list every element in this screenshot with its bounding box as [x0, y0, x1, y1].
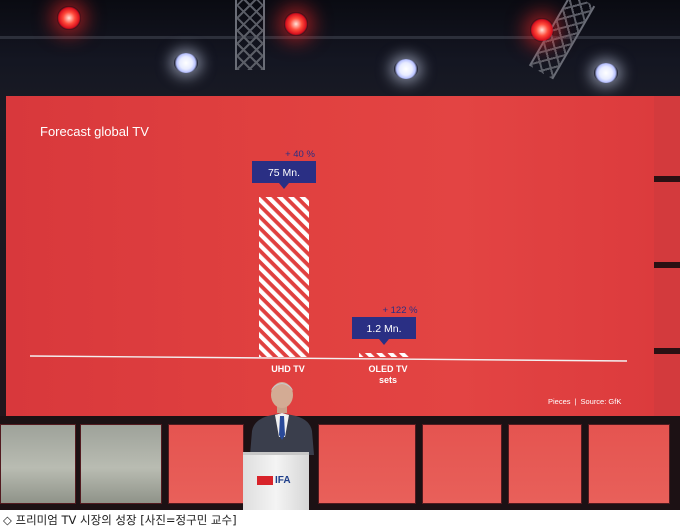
- led-panel: [0, 424, 76, 504]
- white-stage-light: [394, 59, 418, 79]
- podium: IFA: [243, 452, 309, 510]
- led-panel: [80, 424, 162, 504]
- photo-caption: ◇ 프리미엄 TV 시장의 성장 [사진=정구민 교수]: [0, 510, 680, 530]
- red-stage-light: [530, 18, 554, 42]
- value-label: 1.2 Mn.: [366, 323, 401, 335]
- chart-title: Forecast global TV: [40, 124, 149, 139]
- stage-led-wall: [0, 416, 680, 510]
- led-panel: [508, 424, 582, 504]
- white-stage-light: [174, 53, 198, 73]
- source-label: Source: GfK: [580, 397, 622, 406]
- value-label-box: [352, 317, 416, 339]
- bar-2: [359, 353, 409, 357]
- growth-label: + 40 %: [285, 149, 315, 160]
- led-panel: [168, 424, 244, 504]
- side-led-panel: [654, 96, 680, 416]
- white-stage-light: [594, 63, 618, 83]
- bar-1: [259, 197, 309, 357]
- led-panel: [422, 424, 502, 504]
- value-label: 75 Mn.: [268, 167, 300, 179]
- logo-text: IFA: [275, 475, 291, 486]
- category-label: sets: [379, 375, 397, 385]
- forecast-bar-chart: 75 Mn. + 40 % UHD TV 1.2 Mn. + 122 % OLED TVs…: [29, 149, 628, 385]
- diamond-icon: ◇: [3, 513, 12, 527]
- growth-label: + 122 %: [382, 305, 418, 316]
- logo-mark-icon: [257, 476, 273, 485]
- led-panel: [318, 424, 416, 504]
- unit-label: Pieces: [548, 397, 571, 406]
- value-label-pointer: [379, 339, 389, 345]
- source-note: Pieces | Source: GfK: [548, 397, 621, 406]
- source-separator: |: [574, 397, 577, 406]
- red-stage-light: [284, 12, 308, 36]
- conference-photo: Forecast global TV 75 Mn. + 40 % UHD TV 1.2…: [0, 0, 680, 510]
- category-label: UHD TV: [271, 364, 305, 374]
- red-stage-light: [57, 6, 81, 30]
- led-panel: [588, 424, 670, 504]
- value-label-box: [252, 161, 316, 183]
- ifa-logo: IFA: [257, 475, 291, 486]
- value-label-pointer: [279, 183, 289, 189]
- presentation-screen: Forecast global TV 75 Mn. + 40 % UHD TV 1.2…: [6, 96, 654, 416]
- stage-truss-left: [235, 0, 265, 70]
- category-label: OLED TV: [368, 364, 407, 374]
- speaker-figure: [250, 382, 314, 455]
- stage-truss-beam: [0, 36, 680, 39]
- caption-text: 프리미엄 TV 시장의 성장 [사진=정구민 교수]: [15, 513, 237, 527]
- chart-baseline: [29, 355, 628, 362]
